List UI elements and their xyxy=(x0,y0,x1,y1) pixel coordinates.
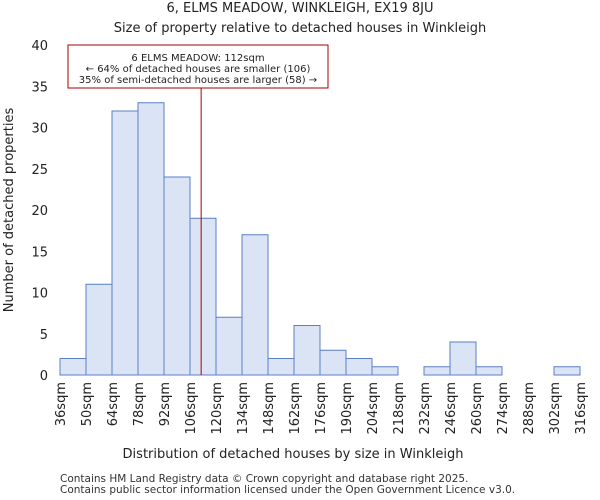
x-tick-label: 120sqm xyxy=(210,382,225,435)
bar-176sqm xyxy=(319,349,347,376)
y-tick-label: 20 xyxy=(31,204,48,219)
annotation-line-2: ← 64% of detached houses are smaller (10… xyxy=(86,64,311,75)
x-tick-label: 274sqm xyxy=(496,382,511,435)
x-tick-label: 260sqm xyxy=(470,382,485,435)
bar-246sqm xyxy=(449,341,477,376)
bar-232sqm xyxy=(423,366,451,376)
bar-120sqm xyxy=(215,316,243,376)
y-tick-label: 40 xyxy=(31,39,48,54)
bar-64sqm xyxy=(111,110,139,376)
bar-148sqm xyxy=(267,358,295,376)
bar-92sqm xyxy=(163,176,191,376)
footer-line-2: Contains public sector information licen… xyxy=(60,484,516,496)
y-tick-label: 35 xyxy=(31,80,48,95)
x-tick-label: 78sqm xyxy=(132,382,147,426)
x-tick-label: 64sqm xyxy=(106,382,121,426)
y-tick-label: 30 xyxy=(31,122,48,137)
bar-204sqm xyxy=(371,366,399,376)
chart-title: 6, ELMS MEADOW, WINKLEIGH, EX19 8JU xyxy=(166,1,433,16)
y-axis-label: Number of detached properties xyxy=(2,108,17,313)
x-tick-label: 50sqm xyxy=(80,382,95,426)
x-tick-label: 288sqm xyxy=(522,382,537,435)
bar-260sqm xyxy=(475,366,503,376)
x-tick-label: 92sqm xyxy=(158,382,173,426)
x-tick-label: 218sqm xyxy=(392,382,407,435)
x-tick-label: 232sqm xyxy=(418,382,433,435)
bar-190sqm xyxy=(345,358,373,376)
x-tick-label: 134sqm xyxy=(236,382,251,435)
annotation-line-3: 35% of semi-detached houses are larger (… xyxy=(79,75,317,86)
x-tick-label: 204sqm xyxy=(366,382,381,435)
x-tick-label: 176sqm xyxy=(314,382,329,435)
bars xyxy=(59,102,581,376)
bar-134sqm xyxy=(241,234,269,376)
x-tick-label: 246sqm xyxy=(444,382,459,435)
y-tick-label: 0 xyxy=(40,369,48,384)
footer-line-1: Contains HM Land Registry data © Crown c… xyxy=(60,473,469,485)
bar-106sqm xyxy=(189,217,217,376)
y-tick-label: 5 xyxy=(40,328,48,343)
annotation-box: 6 ELMS MEADOW: 112sqm ← 64% of detached … xyxy=(67,44,329,89)
x-axis-ticks: 36sqm 50sqm 64sqm 78sqm 92sqm 106sqm 120sqm 134… xyxy=(54,382,589,435)
x-tick-label: 36sqm xyxy=(54,382,69,426)
y-axis-ticks: 0 5 10 15 20 25 30 35 40 xyxy=(31,39,48,384)
annotation-border xyxy=(67,44,329,89)
annotation-line-1: 6 ELMS MEADOW: 112sqm xyxy=(131,53,264,64)
y-tick-label: 15 xyxy=(31,245,48,260)
x-axis-label: Distribution of detached houses by size … xyxy=(123,447,464,462)
x-tick-label: 302sqm xyxy=(548,382,563,435)
chart-subtitle: Size of property relative to detached ho… xyxy=(114,21,486,36)
x-tick-label: 162sqm xyxy=(288,382,303,435)
y-tick-label: 10 xyxy=(31,287,48,302)
x-tick-label: 148sqm xyxy=(262,382,277,435)
y-tick-label: 25 xyxy=(31,163,48,178)
bar-50sqm xyxy=(85,283,113,376)
bar-78sqm xyxy=(137,102,165,376)
bar-162sqm xyxy=(293,325,321,376)
x-tick-label: 190sqm xyxy=(340,382,355,435)
x-tick-label: 106sqm xyxy=(184,382,199,435)
bar-36sqm xyxy=(59,358,87,376)
x-tick-label: 316sqm xyxy=(574,382,589,435)
bar-302sqm xyxy=(553,366,581,376)
